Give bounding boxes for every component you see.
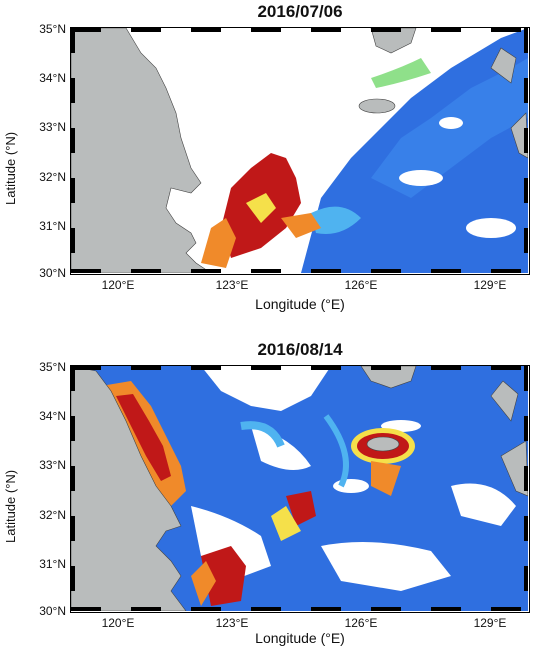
y-axis-label: Latitude (°N) bbox=[3, 131, 18, 205]
x-tick-label: 126°E bbox=[344, 278, 378, 292]
x-tick-label: 123°E bbox=[215, 616, 249, 630]
panel-title: 2016/07/06 bbox=[257, 2, 343, 21]
x-tick-label: 120°E bbox=[101, 616, 135, 630]
jeju-island bbox=[358, 98, 396, 114]
y-tick-label: 34°N bbox=[39, 409, 66, 423]
x-tick-label: 129°E bbox=[473, 616, 507, 630]
y-tick-label: 35°N bbox=[39, 22, 66, 36]
chlorophyll-map bbox=[71, 366, 528, 611]
y-tick-label: 31°N bbox=[39, 219, 66, 233]
china-coast-land bbox=[71, 366, 187, 611]
map-panel-1: 2016/07/06 bbox=[0, 0, 540, 318]
x-axis-label: Longitude (°E) bbox=[255, 630, 345, 646]
x-tick-label: 123°E bbox=[215, 278, 249, 292]
map-frame bbox=[70, 365, 530, 613]
y-tick-label: 33°N bbox=[39, 120, 66, 134]
y-tick-label: 30°N bbox=[39, 604, 66, 618]
y-tick-label: 32°N bbox=[39, 508, 66, 522]
cyan-swirl bbox=[311, 206, 361, 234]
y-tick-label: 35°N bbox=[39, 360, 66, 374]
y-tick-label: 30°N bbox=[39, 266, 66, 280]
y-tick-label: 33°N bbox=[39, 458, 66, 472]
y-tick-label: 34°N bbox=[39, 71, 66, 85]
panel-title: 2016/08/14 bbox=[257, 340, 343, 359]
x-tick-label: 129°E bbox=[473, 278, 507, 292]
jeju-island bbox=[366, 436, 400, 452]
y-tick-label: 31°N bbox=[39, 557, 66, 571]
chlorophyll-map bbox=[71, 28, 528, 273]
map-panel-2: 2016/08/14 bbox=[0, 338, 540, 646]
x-tick-label: 120°E bbox=[101, 278, 135, 292]
coastal-plume bbox=[116, 394, 171, 481]
china-coast-land bbox=[71, 28, 212, 273]
map-frame bbox=[70, 27, 530, 275]
cloud-patch bbox=[321, 542, 451, 591]
y-axis-label: Latitude (°N) bbox=[3, 469, 18, 543]
x-axis-label: Longitude (°E) bbox=[255, 296, 345, 312]
korea-land bbox=[370, 28, 417, 54]
korea-land bbox=[360, 366, 417, 389]
x-tick-label: 126°E bbox=[344, 616, 378, 630]
y-tick-label: 32°N bbox=[39, 170, 66, 184]
